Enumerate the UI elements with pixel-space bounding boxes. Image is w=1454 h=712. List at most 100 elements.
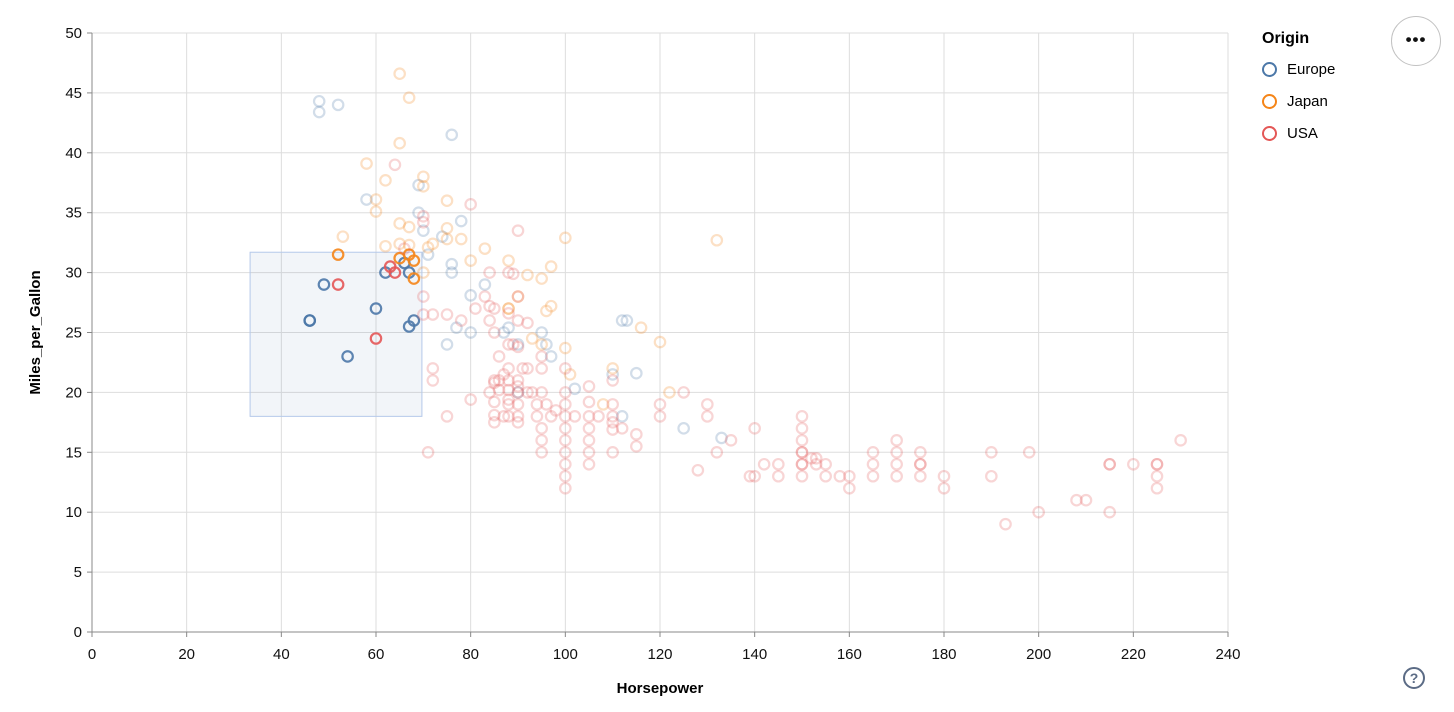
data-point[interactable]	[369, 332, 383, 345]
data-point[interactable]	[511, 338, 525, 351]
data-point[interactable]	[540, 304, 553, 318]
data-point[interactable]	[985, 469, 998, 483]
data-point[interactable]	[506, 267, 520, 281]
data-point[interactable]	[488, 374, 501, 387]
data-point[interactable]	[440, 221, 454, 235]
data-point[interactable]	[445, 266, 459, 279]
data-point[interactable]	[1174, 434, 1187, 447]
data-point[interactable]	[402, 220, 416, 234]
data-point[interactable]	[772, 469, 785, 483]
data-point[interactable]	[691, 463, 705, 477]
data-point[interactable]	[450, 321, 463, 335]
data-point[interactable]	[1070, 493, 1083, 507]
data-point[interactable]	[407, 314, 421, 327]
data-point[interactable]	[511, 224, 525, 237]
data-point[interactable]	[440, 308, 454, 321]
data-point[interactable]	[1127, 457, 1140, 471]
data-point[interactable]	[606, 398, 619, 411]
data-point[interactable]	[525, 386, 539, 399]
data-point[interactable]	[331, 248, 345, 261]
data-point[interactable]	[502, 383, 515, 397]
data-point[interactable]	[511, 386, 525, 399]
data-point[interactable]	[435, 230, 449, 243]
data-point[interactable]	[502, 362, 515, 375]
data-point[interactable]	[398, 242, 411, 255]
data-point[interactable]	[417, 266, 430, 279]
data-point[interactable]	[488, 408, 501, 422]
data-point[interactable]	[417, 215, 430, 229]
data-point[interactable]	[568, 410, 582, 423]
data-point[interactable]	[478, 242, 492, 255]
data-point[interactable]	[421, 248, 435, 261]
data-point[interactable]	[559, 422, 572, 435]
data-point[interactable]	[511, 340, 525, 354]
data-point[interactable]	[407, 272, 421, 285]
data-point[interactable]	[568, 382, 582, 396]
data-point[interactable]	[559, 410, 572, 423]
data-point[interactable]	[369, 193, 383, 206]
data-point[interactable]	[317, 278, 331, 291]
data-point[interactable]	[502, 321, 515, 335]
data-point[interactable]	[677, 386, 690, 399]
data-point[interactable]	[488, 326, 501, 339]
data-point[interactable]	[620, 314, 634, 327]
data-point[interactable]	[464, 198, 477, 211]
data-point[interactable]	[488, 395, 501, 409]
data-point[interactable]	[417, 170, 430, 184]
data-point[interactable]	[866, 469, 880, 483]
data-point[interactable]	[488, 416, 501, 429]
data-point[interactable]	[341, 350, 354, 363]
data-point[interactable]	[630, 440, 643, 453]
data-point[interactable]	[559, 341, 572, 355]
data-point[interactable]	[511, 290, 525, 303]
data-point[interactable]	[464, 326, 477, 339]
data-point[interactable]	[809, 457, 823, 471]
data-point[interactable]	[393, 237, 406, 251]
data-point[interactable]	[540, 338, 553, 351]
data-point[interactable]	[559, 362, 572, 375]
data-point[interactable]	[1103, 457, 1116, 471]
legend-item-japan[interactable]: Japan	[1262, 90, 1335, 113]
data-point[interactable]	[426, 374, 440, 387]
data-point[interactable]	[511, 416, 525, 429]
data-point[interactable]	[402, 91, 416, 104]
data-point[interactable]	[426, 237, 440, 251]
data-point[interactable]	[511, 374, 525, 387]
data-point[interactable]	[606, 423, 619, 436]
data-point[interactable]	[615, 422, 629, 435]
data-point[interactable]	[663, 386, 676, 399]
data-point[interactable]	[795, 445, 809, 459]
data-point[interactable]	[535, 338, 548, 351]
data-point[interactable]	[388, 158, 402, 172]
data-point[interactable]	[559, 386, 572, 399]
data-point[interactable]	[985, 445, 998, 459]
data-point[interactable]	[890, 469, 903, 483]
data-point[interactable]	[999, 517, 1012, 531]
data-point[interactable]	[525, 332, 539, 345]
data-point[interactable]	[421, 241, 435, 254]
data-point[interactable]	[809, 451, 823, 465]
data-point[interactable]	[795, 422, 809, 435]
data-point[interactable]	[492, 350, 506, 363]
data-point[interactable]	[469, 302, 482, 315]
data-point[interactable]	[478, 278, 492, 291]
data-point[interactable]	[1103, 457, 1116, 471]
data-point[interactable]	[592, 410, 605, 423]
data-point[interactable]	[488, 302, 501, 315]
data-point[interactable]	[445, 257, 459, 271]
data-point[interactable]	[336, 230, 350, 243]
data-point[interactable]	[454, 314, 468, 327]
data-point[interactable]	[606, 374, 619, 387]
data-point[interactable]	[502, 338, 515, 351]
data-point[interactable]	[582, 457, 596, 471]
data-point[interactable]	[914, 457, 927, 471]
data-point[interactable]	[559, 469, 572, 483]
data-point[interactable]	[544, 350, 558, 363]
data-point[interactable]	[795, 410, 809, 423]
data-point[interactable]	[582, 445, 596, 459]
data-point[interactable]	[795, 469, 809, 483]
data-point[interactable]	[511, 386, 525, 399]
data-point[interactable]	[521, 316, 534, 330]
data-point[interactable]	[402, 238, 416, 252]
data-point[interactable]	[417, 224, 430, 237]
